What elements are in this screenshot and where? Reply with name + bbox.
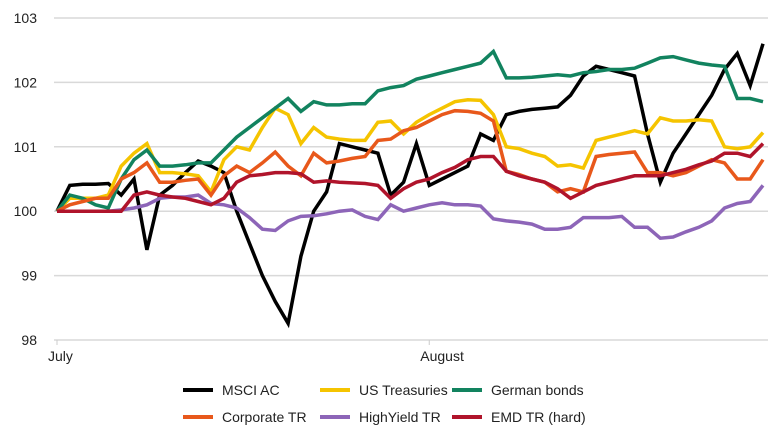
x-tick-label: July: [48, 348, 73, 364]
y-tick-label: 101: [14, 139, 38, 155]
y-tick-label: 98: [21, 332, 37, 348]
y-tick-label: 100: [14, 203, 38, 219]
x-tick-label: August: [420, 348, 464, 364]
y-tick-label: 99: [21, 268, 37, 284]
series-line-german-bonds: [55, 48, 764, 213]
series-line-emd-tr-hard: [57, 142, 765, 213]
y-tick-label: 102: [14, 74, 38, 90]
series-line-corporate-tr: [56, 108, 765, 213]
y-tick-label: 103: [14, 10, 38, 26]
